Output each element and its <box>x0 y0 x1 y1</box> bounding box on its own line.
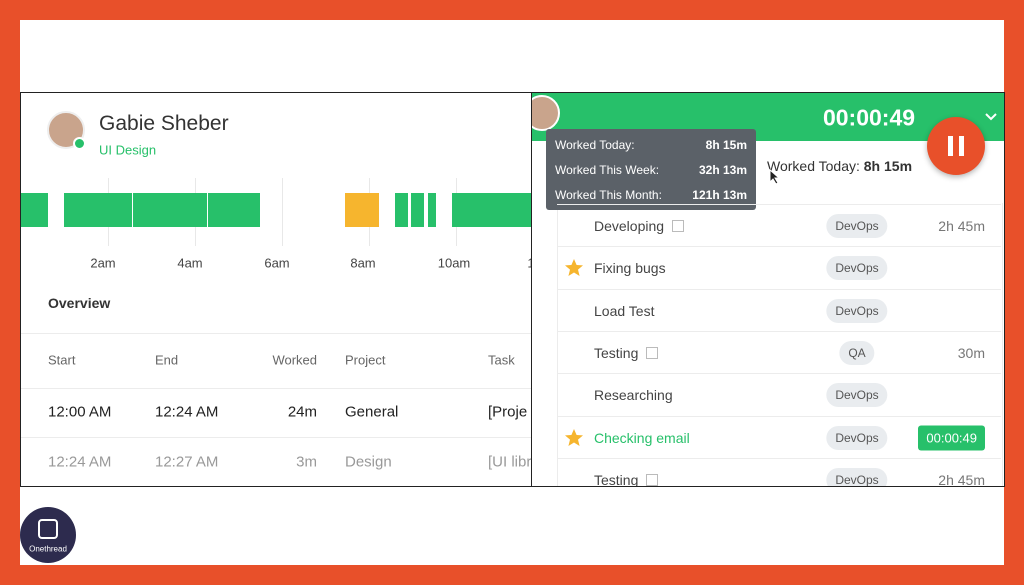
cursor <box>769 169 781 185</box>
time-tick: 10am <box>437 255 471 271</box>
tooltip-label: Worked This Month: <box>555 188 662 202</box>
task-name: Developing <box>594 218 685 234</box>
tag: DevOps <box>826 298 888 323</box>
pause-button[interactable] <box>927 117 985 175</box>
activity-bar[interactable] <box>64 193 132 227</box>
task-name: Testing <box>594 345 659 361</box>
task-name: Fixing bugs <box>594 260 666 277</box>
tooltip-value: 8h 15m <box>705 138 747 152</box>
section-title: Overview <box>48 295 111 311</box>
dropdown-chevron[interactable] <box>984 112 998 122</box>
tooltip-label: Worked Today: <box>555 138 635 152</box>
duration: 30m <box>957 344 985 361</box>
running-timer: 00:00:49 <box>918 425 985 450</box>
activity-bar[interactable] <box>411 193 424 227</box>
star[interactable] <box>564 428 584 448</box>
table-cell: General <box>345 403 399 421</box>
user-role: UI Design <box>99 142 157 158</box>
time-tick: 1 <box>527 256 531 271</box>
tooltip: Worked Today: 8h 15m Worked This Week: 32h … <box>546 129 756 210</box>
divider <box>21 333 531 334</box>
table-cell: [UI libr <box>488 453 532 471</box>
external-link[interactable] <box>646 473 659 486</box>
table-cell: 12:24 AM <box>155 403 219 421</box>
activity-bar[interactable] <box>133 193 207 227</box>
column-header: Project <box>345 352 386 368</box>
task-row[interactable]: Checking email DevOps 00:00:49 <box>557 415 1001 459</box>
table-cell: 12:27 AM <box>155 453 219 471</box>
summary-label: Worked Today: <box>767 158 860 174</box>
tooltip-label: Worked This Week: <box>555 163 660 177</box>
avatar[interactable] <box>532 95 560 131</box>
task-row[interactable]: Developing DevOps 2h 45m <box>557 204 1001 247</box>
tag: DevOps <box>826 214 888 238</box>
table-cell: 3m <box>296 453 317 471</box>
task-list <box>557 203 1003 486</box>
duration: 2h 45m <box>938 218 985 234</box>
status-dot <box>73 137 86 150</box>
tag: DevOps <box>826 467 888 486</box>
tag: DevOps <box>826 383 888 408</box>
brand-name: Onethread <box>29 544 67 554</box>
tooltip-value: 32h 13m <box>698 163 747 177</box>
column-header: End <box>155 352 179 368</box>
idle-bar[interactable] <box>345 193 379 227</box>
star[interactable] <box>564 258 584 278</box>
tag: DevOps <box>826 256 888 281</box>
task-row[interactable]: Researching DevOps <box>557 373 1001 416</box>
column-header: Start <box>48 352 76 368</box>
task-row[interactable]: Load Test DevOps <box>557 288 1001 332</box>
timer-panel: 00:00:49 Worked Today: 8h 15m Worked Tod… <box>531 92 1005 487</box>
user-name: Gabie Sheber <box>99 112 229 135</box>
activity-bar[interactable] <box>428 193 436 227</box>
brand-logo: Onethread <box>20 507 76 563</box>
activity-bar[interactable] <box>395 193 408 227</box>
tooltip-value: 121h 13m <box>692 188 747 202</box>
tag: DevOps <box>826 425 888 450</box>
grid-line <box>282 178 283 246</box>
external-link[interactable] <box>672 220 685 232</box>
time-tick: 2am <box>90 255 116 271</box>
task-name: Researching <box>594 387 673 404</box>
duration: 2h 45m <box>938 471 985 487</box>
summary: Worked Today: 8h 15m <box>767 158 912 174</box>
activity-bar[interactable] <box>452 193 531 227</box>
tag: QA <box>839 340 875 365</box>
table-cell: 24m <box>287 403 317 421</box>
table-cell: 12:00 AM <box>48 403 112 421</box>
column-header: Worked <box>272 352 317 368</box>
task-row[interactable]: Fixing bugs DevOps <box>557 246 1001 289</box>
activity-bar[interactable] <box>21 193 48 227</box>
column-header: Task <box>488 352 515 368</box>
external-link[interactable] <box>646 346 659 359</box>
task-row[interactable]: Testing DevOps 2h 45m <box>557 457 1001 487</box>
profile-panel: Gabie Sheber UI Design 2am 4am 6am 8am 1… <box>20 92 532 487</box>
task-name: Load Test <box>594 302 655 319</box>
activity-bar[interactable] <box>208 193 260 227</box>
task-name: Testing <box>594 472 659 486</box>
time-tick: 4am <box>177 255 203 271</box>
task-name: Checking email <box>594 429 690 446</box>
time-tick: 8am <box>350 255 376 271</box>
timer: 00:00:49 <box>822 104 916 131</box>
divider <box>21 437 531 438</box>
table-cell: Design <box>345 453 392 471</box>
time-tick: 6am <box>264 255 290 271</box>
table-cell: 12:24 AM <box>48 453 112 471</box>
summary-value: 8h 15m <box>863 158 913 174</box>
divider <box>21 388 531 389</box>
table-cell: [Proje <box>488 403 528 421</box>
task-row[interactable]: Testing QA 30m <box>557 330 1001 374</box>
